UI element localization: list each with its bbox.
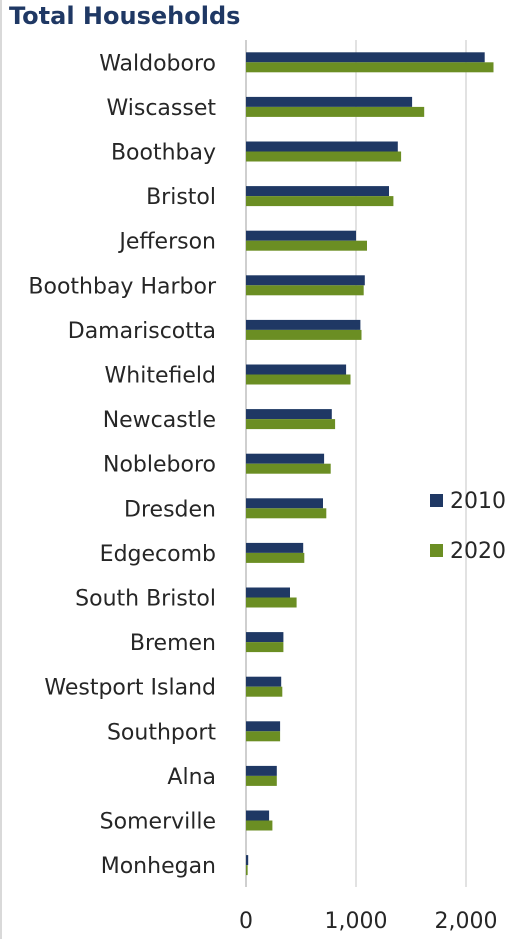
category-label: Waldoboro <box>99 51 216 76</box>
bar-2010 <box>246 721 281 732</box>
bar-2010 <box>246 498 323 509</box>
bar-2020 <box>246 820 273 831</box>
bar-2020 <box>246 508 327 519</box>
bar-2020 <box>246 552 305 563</box>
bar-2010 <box>246 765 277 776</box>
bar-2020 <box>246 285 364 296</box>
category-label: South Bristol <box>75 587 216 612</box>
bar-2020 <box>246 463 331 474</box>
category-label: Whitefield <box>105 364 216 389</box>
bar-2010 <box>246 587 290 598</box>
category-label: Southport <box>107 720 216 745</box>
bar-2020 <box>246 151 402 162</box>
category-label: Bristol <box>146 185 216 210</box>
x-tick-label: 0 <box>239 909 253 934</box>
category-label: Bremen <box>130 631 216 656</box>
bar-2020 <box>246 642 284 653</box>
category-label: Jefferson <box>117 230 216 255</box>
category-label: Alna <box>167 765 216 790</box>
legend-swatch-2010 <box>430 494 443 507</box>
category-label: Somerville <box>100 810 216 835</box>
category-label: Edgecomb <box>100 542 216 567</box>
bar-2020 <box>246 240 367 251</box>
bar-2010 <box>246 676 282 687</box>
bar-2020 <box>246 865 248 876</box>
bar-2010 <box>246 409 332 420</box>
bar-2010 <box>246 453 325 464</box>
left-border <box>0 0 2 939</box>
category-label: Wiscasset <box>106 96 216 121</box>
category-label: Newcastle <box>103 408 216 433</box>
bar-2020 <box>246 196 394 207</box>
bar-2010 <box>246 810 270 821</box>
bar-2020 <box>246 374 351 385</box>
bar-2010 <box>246 230 356 241</box>
x-tick-label: 1,000 <box>325 909 388 934</box>
legend-swatch-2020 <box>430 544 443 557</box>
bar-2010 <box>246 96 413 107</box>
bar-2020 <box>246 419 336 430</box>
bar-2010 <box>246 319 361 330</box>
category-label: Westport Island <box>44 676 216 701</box>
bar-2010 <box>246 364 347 375</box>
bar-2020 <box>246 329 362 340</box>
bar-2010 <box>246 275 365 286</box>
bar-2010 <box>246 855 249 866</box>
category-label: Damariscotta <box>68 319 216 344</box>
bar-2010 <box>246 186 389 197</box>
bar-2020 <box>246 597 297 608</box>
chart-title: Total Households <box>9 2 241 30</box>
bar-2010 <box>246 141 398 152</box>
category-label: Boothbay <box>111 141 216 166</box>
bar-2010 <box>246 632 284 643</box>
bar-2010 <box>246 52 485 63</box>
category-label: Monhegan <box>101 854 216 879</box>
legend-label-2020: 2020 <box>450 539 506 564</box>
bar-2020 <box>246 62 494 73</box>
category-label: Boothbay Harbor <box>28 274 217 299</box>
bar-2020 <box>246 731 281 742</box>
bar-2020 <box>246 106 425 117</box>
x-tick-label: 2,000 <box>435 909 498 934</box>
bar-2010 <box>246 542 304 553</box>
legend-label-2010: 2010 <box>450 489 506 514</box>
category-label: Dresden <box>124 497 216 522</box>
bar-2020 <box>246 686 283 697</box>
bar-2020 <box>246 775 277 786</box>
category-label: Nobleboro <box>103 453 216 478</box>
